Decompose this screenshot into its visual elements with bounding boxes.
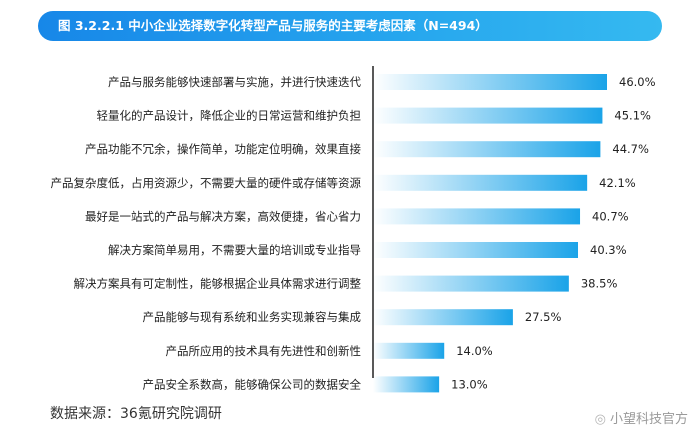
category-label: 产品安全系数高，能够确保公司的数据安全 [143, 377, 362, 391]
value-label: 45.1% [614, 109, 651, 123]
chart-title: 图 3.2.2.1 中小企业选择数字化转型产品与服务的主要考虑因素（N=494） [38, 11, 662, 41]
category-label: 产品能够与现有系统和业务实现兼容与集成 [143, 310, 362, 324]
category-label: 产品功能不冗余，操作简单，功能定位明确，效果直接 [85, 142, 361, 156]
value-label: 40.7% [592, 209, 629, 223]
value-label: 44.7% [612, 142, 649, 156]
category-label: 产品复杂度低，占用资源少，不需要大量的硬件或存储等资源 [51, 176, 362, 190]
value-label: 42.1% [599, 176, 636, 190]
bar [373, 208, 581, 225]
bar [373, 174, 588, 191]
bar [373, 342, 445, 359]
bar [373, 275, 569, 292]
category-label: 解决方案简单易用，不需要大量的培训或专业指导 [108, 243, 361, 257]
value-label: 46.0% [619, 75, 656, 89]
value-label: 38.5% [581, 277, 618, 291]
bar [373, 376, 440, 393]
bar [373, 74, 607, 90]
data-source-note: 数据来源：36氪研究院调研 [50, 406, 222, 422]
value-label: 40.3% [590, 243, 627, 257]
bar [373, 309, 513, 326]
category-label: 轻量化的产品设计，降低企业的日常运营和维护负担 [97, 109, 362, 123]
watermark-text: 小望科技官方 [609, 412, 688, 427]
bar [373, 141, 601, 158]
category-label: 最好是一站式的产品与解决方案，高效便捷，省心省力 [85, 209, 361, 223]
weibo-icon: ◎ [594, 412, 606, 427]
value-label: 27.5% [525, 310, 562, 324]
watermark: ◎ 小望科技官方 [595, 408, 688, 427]
bar [373, 242, 579, 258]
category-label: 产品与服务能够快速部署与实施，并进行快速迭代 [108, 75, 361, 89]
category-label: 产品所应用的技术具有先进性和创新性 [166, 344, 362, 358]
value-label: 14.0% [456, 344, 493, 358]
category-label: 解决方案具有可定制性，能够根据企业具体需求进行调整 [74, 277, 362, 291]
bar [373, 107, 603, 124]
value-label: 13.0% [451, 377, 488, 391]
